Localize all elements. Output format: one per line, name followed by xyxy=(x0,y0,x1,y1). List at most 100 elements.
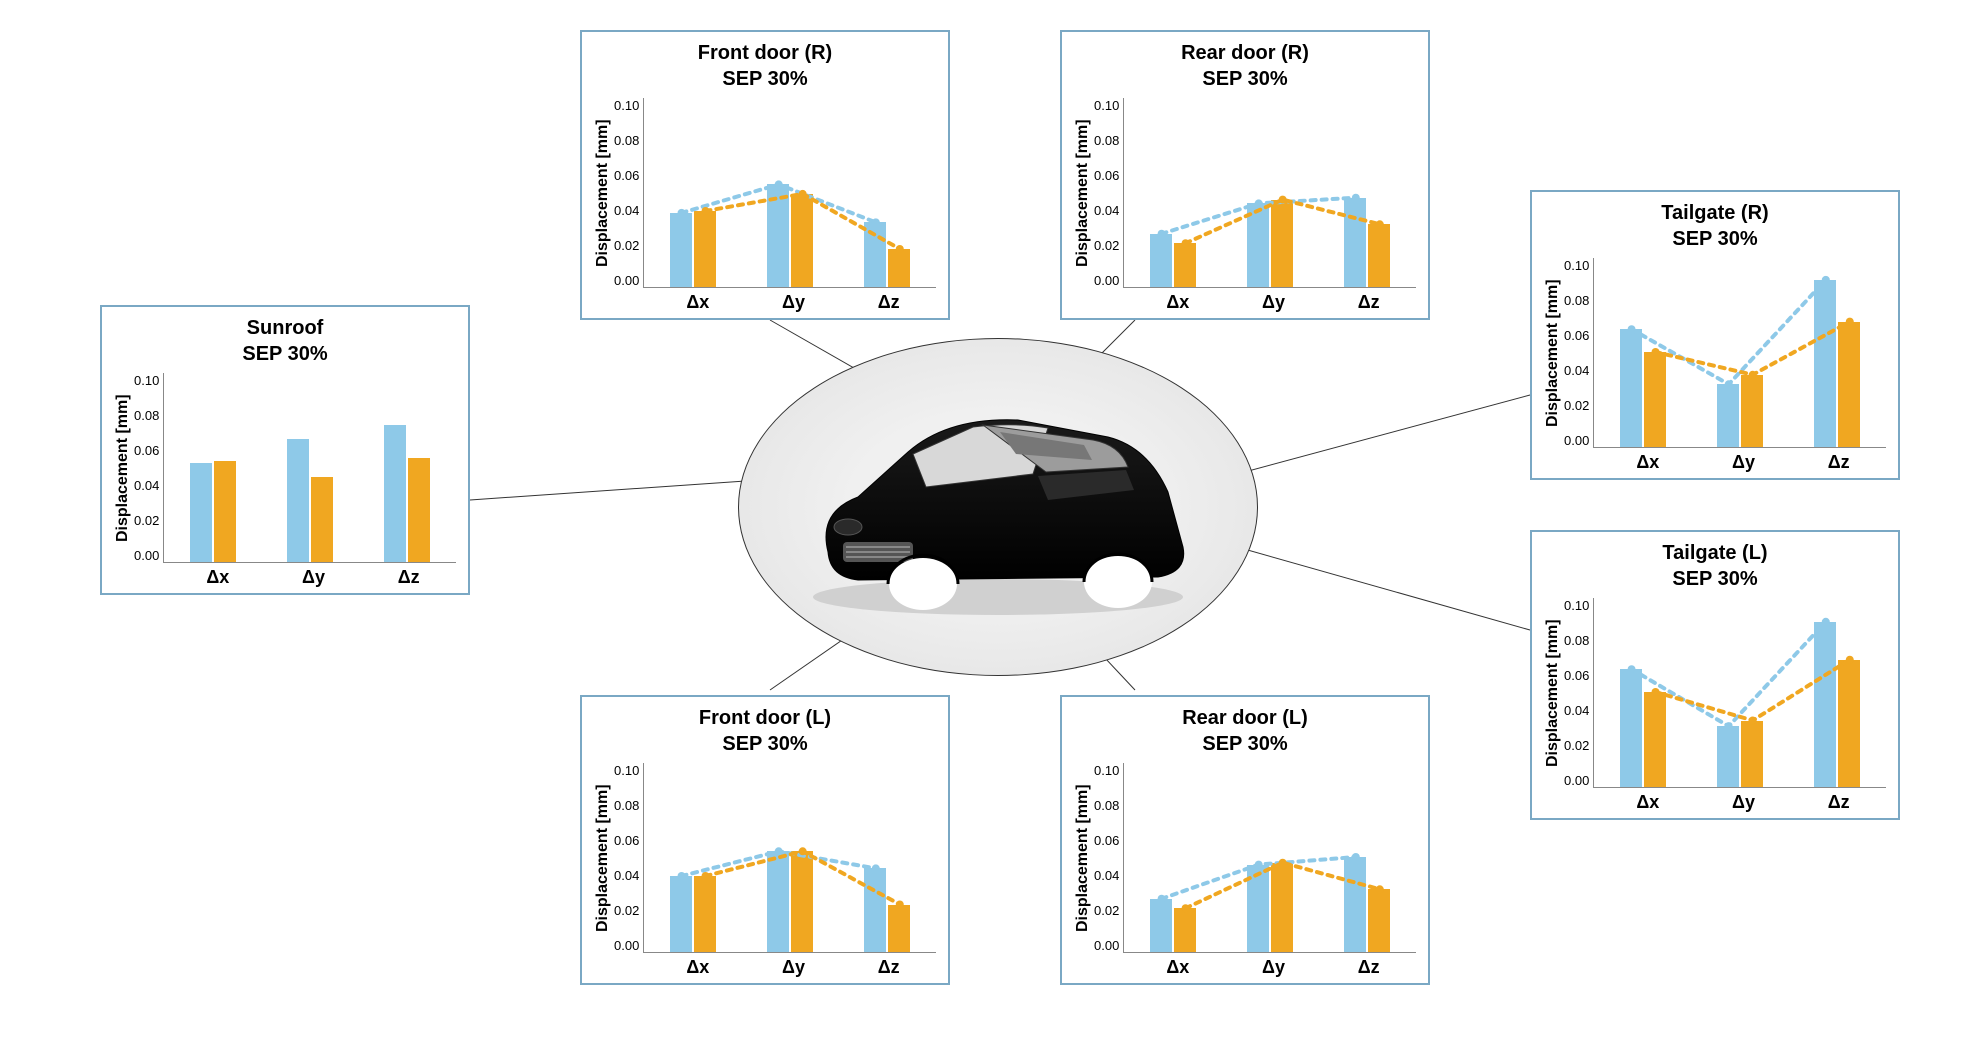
x-tick-label: Δz xyxy=(1828,452,1850,473)
plot-region xyxy=(1123,763,1416,953)
chart-area: Displacement [mm]0.100.080.060.040.020.0… xyxy=(1074,763,1416,953)
bars-row xyxy=(1124,763,1416,952)
bar-series-a xyxy=(1247,203,1269,287)
y-tick-label: 0.10 xyxy=(1564,598,1589,613)
x-ticks: ΔxΔyΔz xyxy=(1600,792,1886,813)
bar-series-a xyxy=(767,851,789,952)
y-tick-label: 0.02 xyxy=(134,513,159,528)
panel-title: Front door (R)SEP 30% xyxy=(594,40,936,92)
y-ticks: 0.100.080.060.040.020.00 xyxy=(134,373,163,563)
x-ticks: ΔxΔyΔz xyxy=(650,292,936,313)
y-tick-label: 0.06 xyxy=(1094,833,1119,848)
y-tick-label: 0.06 xyxy=(614,168,639,183)
chart-area: Displacement [mm]0.100.080.060.040.020.0… xyxy=(594,98,936,288)
y-tick-label: 0.04 xyxy=(1564,363,1589,378)
y-tick-label: 0.08 xyxy=(1564,633,1589,648)
x-tick-label: Δy xyxy=(782,957,805,978)
y-axis-label: Displacement [mm] xyxy=(114,373,132,563)
x-tick-label: Δx xyxy=(686,292,709,313)
y-tick-label: 0.04 xyxy=(614,203,639,218)
y-axis-label: Displacement [mm] xyxy=(1544,258,1562,448)
y-tick-label: 0.06 xyxy=(1094,168,1119,183)
y-tick-label: 0.08 xyxy=(1094,798,1119,813)
y-tick-label: 0.10 xyxy=(1094,763,1119,778)
y-tick-label: 0.10 xyxy=(1094,98,1119,113)
bar-series-a xyxy=(864,868,886,952)
title-line2: SEP 30% xyxy=(1202,733,1287,755)
chart-area: Displacement [mm]0.100.080.060.040.020.0… xyxy=(1074,98,1416,288)
bar-series-a xyxy=(1150,234,1172,287)
plot-region xyxy=(1123,98,1416,288)
bar-series-a xyxy=(1620,329,1642,447)
title-line1: Tailgate (L) xyxy=(1662,542,1767,564)
bars-row xyxy=(1124,98,1416,287)
title-line1: Front door (L) xyxy=(699,707,831,729)
bars-row xyxy=(644,763,936,952)
bars-row xyxy=(1594,258,1886,447)
x-tick-label: Δy xyxy=(1262,292,1285,313)
plot-region xyxy=(643,763,936,953)
panel-front-door-r: Front door (R)SEP 30%Displacement [mm]0.… xyxy=(580,30,950,320)
y-axis-label: Displacement [mm] xyxy=(1074,98,1092,288)
bar-series-b xyxy=(214,461,236,562)
bar-group xyxy=(1814,622,1860,787)
panel-sunroof: SunroofSEP 30%Displacement [mm]0.100.080… xyxy=(100,305,470,595)
y-tick-label: 0.10 xyxy=(614,98,639,113)
panel-title: SunroofSEP 30% xyxy=(114,315,456,367)
bars-row xyxy=(644,98,936,287)
title-line2: SEP 30% xyxy=(242,343,327,365)
y-axis-label: Displacement [mm] xyxy=(1074,763,1092,953)
bar-series-a xyxy=(767,184,789,287)
title-line2: SEP 30% xyxy=(1202,68,1287,90)
bar-group xyxy=(1344,198,1390,287)
y-tick-label: 0.02 xyxy=(614,238,639,253)
y-tick-label: 0.00 xyxy=(1564,433,1589,448)
y-tick-label: 0.02 xyxy=(1564,398,1589,413)
chart-area: Displacement [mm]0.100.080.060.040.020.0… xyxy=(594,763,936,953)
y-tick-label: 0.08 xyxy=(134,408,159,423)
x-tick-label: Δx xyxy=(1636,452,1659,473)
bar-group xyxy=(1717,375,1763,447)
bar-group xyxy=(864,868,910,952)
x-tick-label: Δy xyxy=(1732,452,1755,473)
panel-rear-door-r: Rear door (R)SEP 30%Displacement [mm]0.1… xyxy=(1060,30,1430,320)
plot-region xyxy=(163,373,456,563)
bar-series-a xyxy=(670,213,692,287)
y-tick-label: 0.00 xyxy=(134,548,159,563)
y-tick-label: 0.04 xyxy=(134,478,159,493)
bar-series-b xyxy=(1644,352,1666,447)
bar-series-a xyxy=(384,425,406,562)
y-axis-label: Displacement [mm] xyxy=(1544,598,1562,788)
bar-series-b xyxy=(1271,200,1293,287)
x-tick-label: Δy xyxy=(782,292,805,313)
bar-group xyxy=(1247,863,1293,952)
title-line1: Rear door (L) xyxy=(1182,707,1308,729)
car-illustration-ellipse xyxy=(738,338,1258,676)
plot-region xyxy=(643,98,936,288)
bar-group xyxy=(767,184,813,287)
x-ticks: ΔxΔyΔz xyxy=(1130,957,1416,978)
panel-title: Front door (L)SEP 30% xyxy=(594,705,936,757)
bar-group xyxy=(1620,669,1666,787)
bar-group xyxy=(1717,721,1763,788)
bar-series-b xyxy=(408,458,430,563)
bar-series-b xyxy=(791,194,813,287)
y-tick-label: 0.06 xyxy=(1564,328,1589,343)
bar-series-b xyxy=(791,851,813,952)
y-axis-label: Displacement [mm] xyxy=(594,763,612,953)
bar-series-b xyxy=(1838,660,1860,787)
plot-region xyxy=(1593,598,1886,788)
panel-tailgate-l: Tailgate (L)SEP 30%Displacement [mm]0.10… xyxy=(1530,530,1900,820)
bar-group xyxy=(1150,234,1196,287)
y-tick-label: 0.04 xyxy=(1564,703,1589,718)
bar-series-b xyxy=(1741,375,1763,447)
bar-series-a xyxy=(864,222,886,287)
y-tick-label: 0.00 xyxy=(614,938,639,953)
panel-title: Rear door (L) SEP 30% xyxy=(1074,705,1416,757)
y-tick-label: 0.06 xyxy=(134,443,159,458)
panel-front-door-l: Front door (L)SEP 30% Displacement [mm]0.… xyxy=(580,695,950,985)
y-tick-label: 0.02 xyxy=(1094,903,1119,918)
bars-row xyxy=(164,373,456,562)
bar-group xyxy=(384,425,430,562)
y-ticks: 0.100.080.060.040.020.00 xyxy=(614,763,643,953)
